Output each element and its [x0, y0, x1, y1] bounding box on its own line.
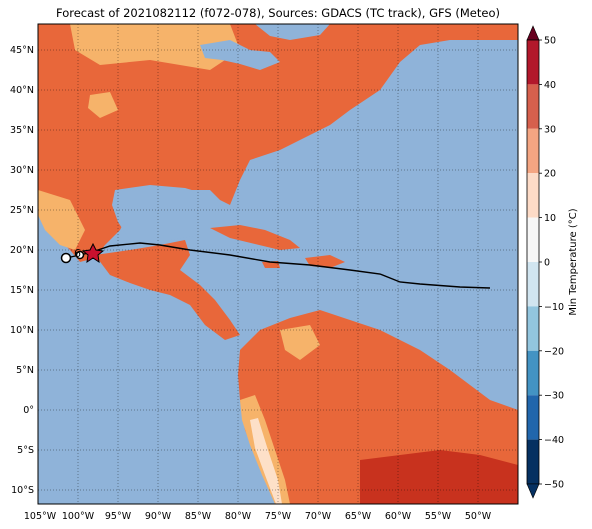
lon-tick: 60°W	[385, 511, 412, 522]
lat-tick: 40°N	[10, 85, 34, 96]
andes-cool-strip	[250, 418, 282, 504]
lat-tick: 20°N	[10, 245, 34, 256]
colorbar-segment	[527, 40, 539, 85]
lat-tick: 10°S	[11, 485, 34, 496]
colorbar-segment	[527, 84, 539, 129]
colorbar-tick: 0	[544, 258, 550, 269]
colorbar-tick: 50	[544, 36, 556, 47]
current-position-star	[81, 242, 105, 264]
lat-lon-grid	[38, 24, 518, 504]
lon-tick: 75°W	[265, 511, 292, 522]
lon-tick: 70°W	[305, 511, 332, 522]
lon-tick: 55°W	[425, 511, 452, 522]
lat-tick: 30°N	[10, 165, 34, 176]
colorbar-tick: 30	[544, 124, 556, 135]
colorbar-tick: 10	[544, 213, 556, 224]
forecast-point	[60, 252, 72, 264]
warm-patch-north	[70, 24, 240, 70]
lat-tick: 10°N	[10, 325, 34, 336]
colorbar-tick: 20	[544, 169, 556, 180]
colorbar-top-arrow	[526, 25, 540, 41]
lon-tick: 65°W	[345, 511, 372, 522]
lat-tick: 45°N	[10, 45, 34, 56]
cuba-island	[210, 225, 300, 250]
colorbar-tick: −10	[544, 302, 564, 313]
venezuela-warm-patch	[280, 325, 320, 360]
great-lakes	[200, 40, 280, 70]
colorbar-segments	[527, 40, 539, 484]
colorbar-segment	[527, 395, 539, 440]
lon-tick: 80°W	[225, 511, 252, 522]
colorbar-segment	[527, 128, 539, 174]
colorbar-tick: 40	[544, 80, 556, 91]
lat-tick-labels: 45°N 40°N 35°N 30°N 25°N 20°N 15°N 10°N …	[10, 45, 34, 496]
lat-tick: 5°S	[17, 445, 34, 456]
colorbar-bottom-arrow	[526, 483, 540, 499]
lon-tick: 100°W	[62, 511, 95, 522]
warm-patch-mexico	[38, 190, 85, 250]
lat-tick: 25°N	[10, 205, 34, 216]
lon-tick: 85°W	[185, 511, 212, 522]
colorbar-tick: −20	[544, 346, 564, 357]
colorbar-segment	[527, 173, 539, 218]
colorbar-tick: −40	[544, 435, 564, 446]
lat-tick: 35°N	[10, 125, 34, 136]
lon-tick: 95°W	[105, 511, 132, 522]
colorbar-tick-labels: 50 40 30 20 10 0 −10 −20 −30 −40 −50	[539, 36, 564, 491]
forecast-point	[75, 250, 85, 260]
amazon-hot-patch	[360, 450, 518, 504]
map-title: Forecast of 2021082112 (f072-078), Sourc…	[56, 6, 500, 20]
lon-tick: 90°W	[145, 511, 172, 522]
lon-tick: 50°W	[465, 511, 492, 522]
colorbar-segment	[527, 306, 539, 351]
lat-tick: 5°N	[16, 365, 34, 376]
lon-tick: 105°W	[24, 511, 57, 522]
lon-tick-labels: 105°W 100°W 95°W 90°W 85°W 80°W 75°W 70°…	[24, 511, 492, 522]
gulf-of-mexico	[112, 185, 228, 245]
north-america-land	[38, 24, 518, 262]
colorbar-label: Min Temperature (°C)	[568, 208, 579, 315]
lat-tick: 15°N	[10, 285, 34, 296]
hispaniola-island	[305, 255, 345, 268]
hudson-area-water	[255, 24, 330, 40]
warm-patch-small	[88, 92, 118, 118]
map-frame	[37, 23, 519, 505]
tropical-cyclone-icon: 6	[74, 247, 81, 260]
colorbar-tick: −50	[544, 480, 564, 491]
colorbar: 50 40 30 20 10 0 −10 −20 −30 −40 −50 Min Temperatu…	[526, 25, 579, 499]
lat-tick: 0°	[23, 405, 34, 416]
colorbar-segment	[527, 217, 539, 262]
colorbar-segment	[527, 350, 539, 396]
colorbar-segment	[527, 262, 539, 307]
colorbar-segment	[527, 439, 539, 484]
tc-track-line	[65, 242, 491, 289]
colorbar-tick: −30	[544, 391, 564, 402]
